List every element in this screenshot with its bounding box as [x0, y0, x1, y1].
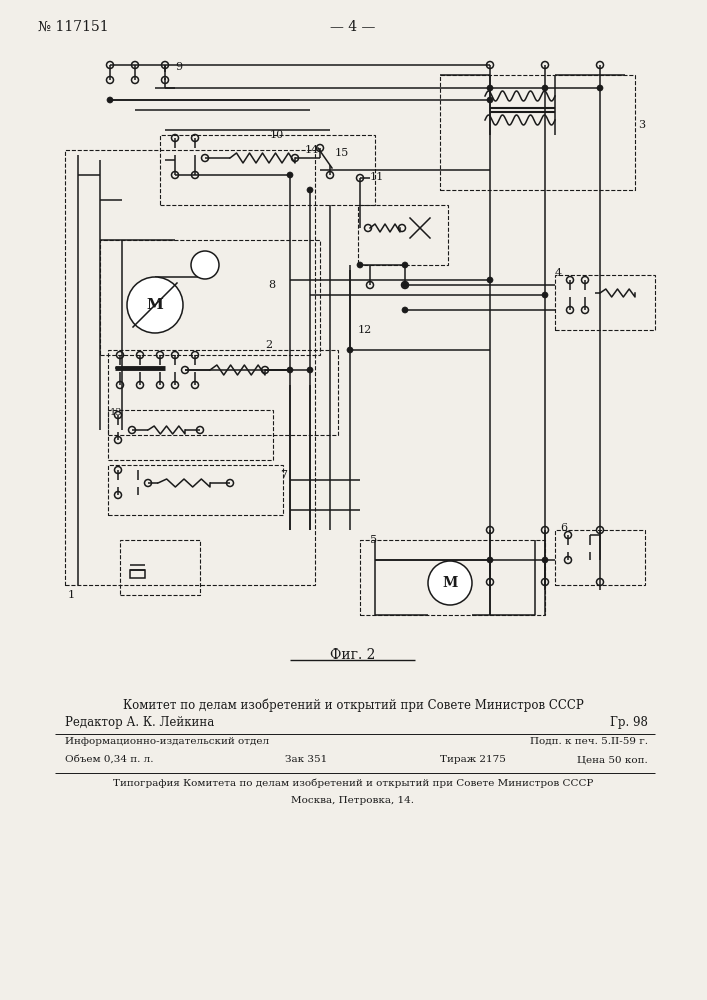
Bar: [555, 275, 655, 330]
Circle shape: [287, 172, 293, 178]
Circle shape: [191, 251, 219, 279]
Text: Гр. 98: Гр. 98: [610, 716, 648, 729]
Bar: [360, 540, 545, 615]
Text: 1: 1: [68, 590, 75, 600]
Bar: [130, 570, 145, 578]
Text: Комитет по делам изобретений и открытий при Совете Министров СССР: Комитет по делам изобретений и открытий …: [122, 698, 583, 712]
Text: 12: 12: [358, 325, 373, 335]
Bar: [100, 240, 320, 355]
Text: 11: 11: [370, 172, 384, 182]
Circle shape: [542, 557, 548, 563]
Circle shape: [357, 262, 363, 268]
Text: Фиг. 2: Фиг. 2: [330, 648, 375, 662]
Bar: [120, 540, 200, 595]
Circle shape: [487, 277, 493, 283]
Circle shape: [107, 97, 113, 103]
Circle shape: [287, 367, 293, 373]
Text: Цена 50 коп.: Цена 50 коп.: [577, 755, 648, 764]
Text: 2: 2: [265, 340, 272, 350]
Text: Зак 351: Зак 351: [285, 755, 327, 764]
Text: M: M: [443, 576, 457, 590]
Circle shape: [597, 85, 603, 91]
Text: 10: 10: [270, 130, 284, 140]
Bar: [555, 530, 645, 585]
Text: 15: 15: [335, 148, 349, 158]
Circle shape: [542, 85, 548, 91]
Text: 8: 8: [268, 280, 275, 290]
Text: 3: 3: [638, 120, 645, 130]
Bar: [108, 410, 273, 460]
Circle shape: [127, 277, 183, 333]
Text: 5: 5: [370, 535, 377, 545]
Text: M: M: [146, 298, 163, 312]
Text: 9: 9: [175, 62, 182, 72]
Text: Объем 0,34 п. л.: Объем 0,34 п. л.: [65, 755, 153, 764]
Bar: [108, 465, 283, 515]
Circle shape: [347, 347, 353, 353]
Circle shape: [307, 367, 313, 373]
Text: Типография Комитета по делам изобретений и открытий при Совете Министров СССР: Типография Комитета по делам изобретений…: [113, 778, 593, 788]
Circle shape: [542, 292, 548, 298]
Bar: [358, 205, 448, 265]
Circle shape: [487, 97, 493, 103]
Bar: [108, 350, 338, 435]
Circle shape: [402, 262, 408, 268]
Bar: [65, 150, 315, 585]
Text: № 117151: № 117151: [38, 20, 109, 34]
Bar: [440, 75, 635, 190]
Circle shape: [428, 561, 472, 605]
Circle shape: [487, 85, 493, 91]
Circle shape: [307, 187, 313, 193]
Text: Подп. к печ. 5.II-59 г.: Подп. к печ. 5.II-59 г.: [530, 737, 648, 746]
Text: Тираж 2175: Тираж 2175: [440, 755, 506, 764]
Text: 6: 6: [560, 523, 567, 533]
Text: 4: 4: [555, 268, 562, 278]
Text: Информационно-издательский отдел: Информационно-издательский отдел: [65, 737, 269, 746]
Bar: [160, 135, 375, 205]
Text: 13: 13: [110, 408, 122, 417]
Text: Редактор А. К. Лейкина: Редактор А. К. Лейкина: [65, 716, 214, 729]
Circle shape: [402, 307, 408, 313]
Circle shape: [402, 282, 408, 288]
Text: 14: 14: [305, 145, 320, 155]
Circle shape: [487, 557, 493, 563]
Text: Москва, Петровка, 14.: Москва, Петровка, 14.: [291, 796, 414, 805]
Text: 7: 7: [280, 470, 287, 480]
Text: — 4 —: — 4 —: [330, 20, 375, 34]
